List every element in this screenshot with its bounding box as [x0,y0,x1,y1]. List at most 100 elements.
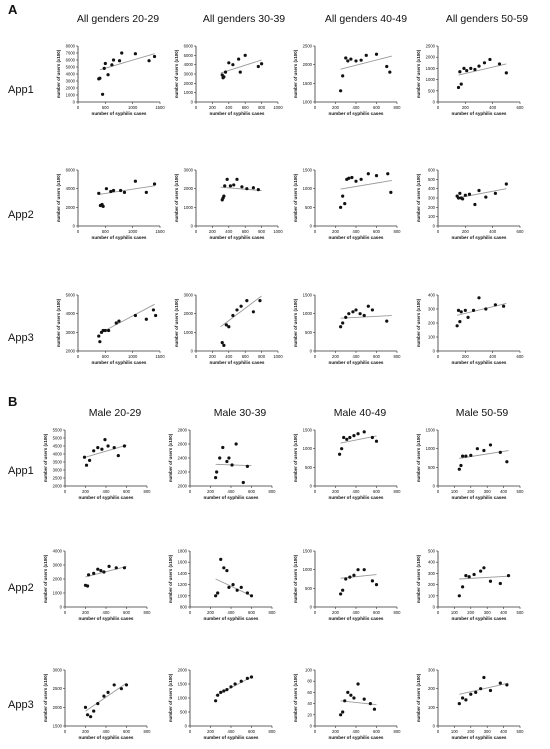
data-point [386,172,390,176]
scatter-plot: 0 100 200 300 400 500 0 100 200 300 400 500 number o… [416,549,524,622]
x-tick-label: 400 [103,729,111,734]
x-axis-label: number of syphilis cases [452,360,507,365]
x-tick-label: 1000 [273,229,283,234]
x-tick-label: 200 [332,610,340,615]
x-tick-label: 800 [394,354,402,359]
y-axis-label: number of users (x100) [56,49,61,98]
data-point [479,687,483,691]
data-point [354,179,358,183]
x-axis-label: number of syphilis cases [204,735,259,740]
x-tick-label: 600 [123,489,131,494]
data-point [151,308,156,312]
x-tick-label: 500 [517,489,525,494]
data-point [362,313,366,318]
scatter-plot: 0 500 1000 1500 2000 2500 0 200 400 600 number of … [416,44,524,117]
data-point [243,53,247,57]
data-point [103,61,107,66]
data-point [114,321,118,325]
y-tick-label: 1000 [303,186,313,191]
scatter-plot: 1500 2000 2500 3000 0 200 400 600 800 number of s… [43,668,151,741]
y-tick-label: 2000 [66,349,76,354]
x-tick-label: 800 [394,105,402,110]
data-point [488,688,493,693]
x-tick-label: 1500 [155,229,165,234]
x-tick-label: 800 [394,610,402,615]
trend-line [340,180,392,190]
data-point [482,61,487,65]
data-point [102,570,106,574]
data-point [482,566,486,570]
x-tick-label: 200 [209,354,217,359]
data-point [473,202,477,207]
y-tick-label: 2000 [184,81,194,86]
data-point [356,682,360,686]
data-point [235,177,239,181]
section-titles-b: Male 20-29 Male 30-39 Male 40-49 Male 50… [89,407,509,419]
data-point [469,66,473,70]
panel-label-layer: A B [8,2,18,409]
x-tick-label: 600 [242,105,250,110]
scatter-plot: 0 1000 2000 3000 4000 5000 6000 0 200 400 600 800 10… [174,44,283,117]
y-tick-label: 500 [428,177,436,182]
data-point [498,581,502,586]
data-point [342,435,346,440]
data-point [116,454,120,458]
data-point [245,464,249,468]
scatter-plot: 0 500 1000 1500 0 200 400 600 800 number of syphi… [293,168,401,241]
data-point [98,76,102,80]
data-point [133,52,137,56]
x-tick-label: 400 [353,729,361,734]
data-point [458,191,462,195]
scatter-plot: 0 1000 2000 3000 0 200 400 600 800 1000 number of … [174,168,283,241]
data-point [227,325,231,329]
data-point [235,308,239,312]
scatter-plot: 0 1000 2000 3000 4000 5000 6000 7000 8000 0 500 100… [56,44,165,117]
y-tick-label: 0 [185,724,188,729]
trend-line [99,53,155,71]
x-axis-label: number of syphilis cases [92,111,147,116]
y-tick-label: 2500 [303,44,313,49]
x-axis-label: number of syphilis cases [452,111,507,116]
y-tick-label: 0 [191,100,194,105]
data-point [349,57,353,61]
x-axis-label: number of syphilis cases [92,360,147,365]
data-point [472,572,476,577]
y-tick-label: 4000 [184,62,194,67]
data-point [233,682,237,686]
data-point [219,690,223,695]
section-titles-a: All genders 20-29 All genders 30-39 All … [77,13,528,25]
data-point [231,583,235,587]
data-point [498,681,502,685]
x-tick-label: 400 [225,105,233,110]
x-tick-label: 800 [394,229,402,234]
data-point [120,51,124,55]
y-tick-label: 6000 [66,168,76,173]
data-point [251,310,255,314]
data-point [245,187,249,191]
data-point [122,566,127,570]
y-tick-label: 0 [73,100,76,105]
data-point [488,443,493,447]
trend-line [220,186,262,191]
data-point [339,713,343,717]
scatter-plot: 2000 3000 4000 5000 0 500 1000 1500 number of sy… [56,293,165,366]
y-axis-label: number of users (x100) [416,49,421,98]
x-axis-label: number of syphilis cases [204,616,259,621]
x-tick-label: 200 [209,105,217,110]
y-tick-label: 0 [310,349,313,354]
x-tick-label: 100 [451,489,459,494]
data-point [457,702,461,706]
data-point [218,456,222,460]
x-tick-label: 200 [332,105,340,110]
y-axis-label: number of users (x100) [416,554,421,603]
y-tick-label: 400 [428,560,436,565]
data-point [112,683,116,687]
x-tick-label: 400 [103,610,111,615]
data-point [214,476,218,480]
y-axis-label: number of users (x100) [416,433,421,482]
y-tick-label: 4000 [66,72,76,77]
data-point [144,190,148,194]
data-point [216,693,220,697]
x-tick-label: 600 [248,729,256,734]
data-point [84,463,89,467]
